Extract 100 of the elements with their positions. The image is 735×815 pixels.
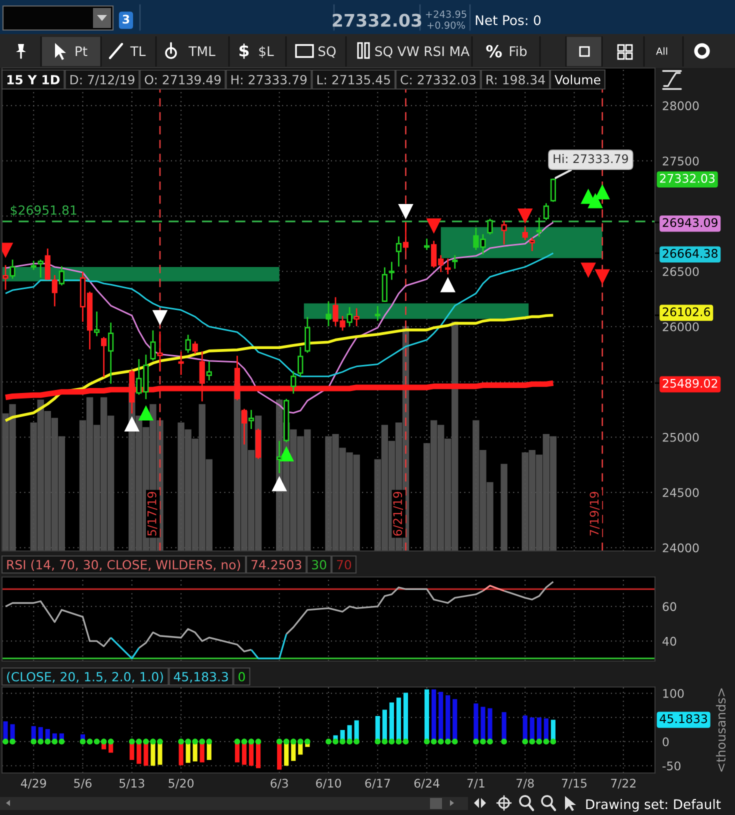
candlestick — [550, 178, 556, 202]
point — [580, 262, 596, 278]
y-tick-label: 26500 — [662, 267, 699, 276]
y2-tick-label: 26943.09 — [662, 218, 718, 228]
bar — [396, 698, 401, 742]
candlestick — [543, 203, 549, 220]
ref-line-label: $26951.81 — [10, 205, 76, 217]
y2-tick-label: 26102.6 — [662, 307, 710, 316]
ref-line-label: 70 — [337, 560, 352, 570]
x-tick-label: 6/10 — [316, 778, 341, 789]
point — [517, 208, 533, 224]
candlestick — [298, 346, 304, 378]
bar — [446, 695, 450, 742]
bar — [432, 689, 436, 742]
chart-title: 15 Y 1D — [7, 75, 60, 84]
candlestick — [536, 218, 542, 237]
bar — [382, 710, 387, 742]
text: 0 — [238, 672, 245, 682]
annotation: L: 27135.45 — [317, 74, 390, 84]
text: 45,183.3 — [174, 672, 228, 683]
x-tick-label: 7/8 — [516, 778, 534, 789]
candlestick — [529, 238, 535, 252]
annotation: H: 27333.79 — [231, 74, 307, 84]
candlestick — [374, 306, 380, 321]
point — [278, 446, 294, 462]
point — [138, 405, 154, 420]
x-tick-label: 6/3 — [270, 778, 288, 789]
y-tick-label: 100 — [663, 689, 684, 698]
line-series — [4, 252, 554, 378]
y2-tick-label: 26664.38 — [662, 248, 718, 258]
line-series — [4, 314, 555, 422]
bar — [403, 692, 408, 742]
candlestick — [178, 351, 184, 375]
candlestick — [248, 410, 254, 430]
x-tick-label: 5/13 — [120, 778, 144, 789]
text: Drawing set: Default — [586, 798, 721, 812]
candlestick — [424, 238, 430, 250]
candlestick — [241, 408, 248, 444]
text: 27332.03 — [332, 14, 422, 27]
annotation: Hi: 27333.79 — [554, 154, 628, 164]
y-axis-title: <thousands> — [716, 688, 726, 772]
annotation: C: 27332.03 — [400, 74, 476, 84]
candlestick — [522, 226, 528, 240]
text: TL — [130, 46, 146, 56]
point — [588, 192, 603, 208]
x-tick-label: 5/6 — [74, 778, 92, 789]
point — [398, 204, 414, 220]
point — [124, 416, 140, 432]
text: SQ — [318, 46, 336, 58]
text: Fib — [510, 46, 527, 56]
bar — [424, 689, 430, 742]
ref-line-label: 30 — [312, 560, 326, 570]
chart-title: Volume — [554, 74, 600, 84]
annotation: O: 27139.49 — [144, 74, 221, 84]
point — [152, 310, 168, 326]
text: % — [486, 44, 502, 58]
x-tick-label: 6/24 — [414, 778, 440, 789]
annotation: D: 7/12/19 — [70, 74, 134, 86]
text: Net Pos: 0 — [476, 15, 541, 26]
bar — [389, 702, 394, 742]
text: 45.1833 — [660, 714, 708, 724]
bar — [438, 692, 444, 742]
x-tick-label: 7/1 — [467, 778, 484, 789]
candlestick — [388, 262, 394, 280]
y-tick-label: 24000 — [662, 543, 699, 552]
x-tick-label: 7/15 — [562, 778, 586, 789]
point — [440, 276, 456, 292]
y-tick-label: 25000 — [662, 432, 699, 442]
y2-tick-label: 25489.02 — [662, 378, 718, 388]
candlestick — [30, 260, 36, 270]
point — [272, 476, 287, 492]
candlestick — [501, 220, 507, 244]
y-tick-label: 24500 — [662, 488, 699, 498]
y-tick-label: 60 — [662, 602, 676, 612]
candlestick — [276, 440, 282, 474]
candlestick — [185, 334, 191, 353]
annotation: R: 198.34 — [486, 74, 545, 84]
y-tick-label: -50 — [662, 761, 680, 770]
bar — [474, 703, 478, 742]
candlestick — [206, 361, 212, 380]
text: +0.90% — [428, 21, 465, 29]
point — [594, 269, 610, 285]
candlestick — [487, 218, 493, 234]
text: $L — [259, 46, 274, 58]
chart-title: (CLOSE, 20, 1.5, 2.0, 1.0) — [7, 672, 163, 683]
text: $ — [240, 44, 249, 59]
y-tick-label: 26000 — [662, 322, 699, 332]
candlestick — [326, 302, 332, 326]
candlestick — [58, 266, 64, 286]
candlestick — [101, 336, 107, 378]
y-tick-label: 40 — [662, 636, 676, 646]
bar — [488, 708, 492, 742]
candlestick — [396, 236, 402, 267]
text: +243.95 — [426, 10, 466, 18]
chart-title: RSI (14, 70, 30, CLOSE, WILDERS, no) — [7, 560, 240, 571]
y-tick-label: 27500 — [662, 156, 699, 166]
text: 3 — [122, 14, 130, 24]
candlestick — [445, 258, 451, 274]
candlestick — [94, 312, 100, 336]
ref-line-label: 5/17/19 — [147, 492, 158, 536]
